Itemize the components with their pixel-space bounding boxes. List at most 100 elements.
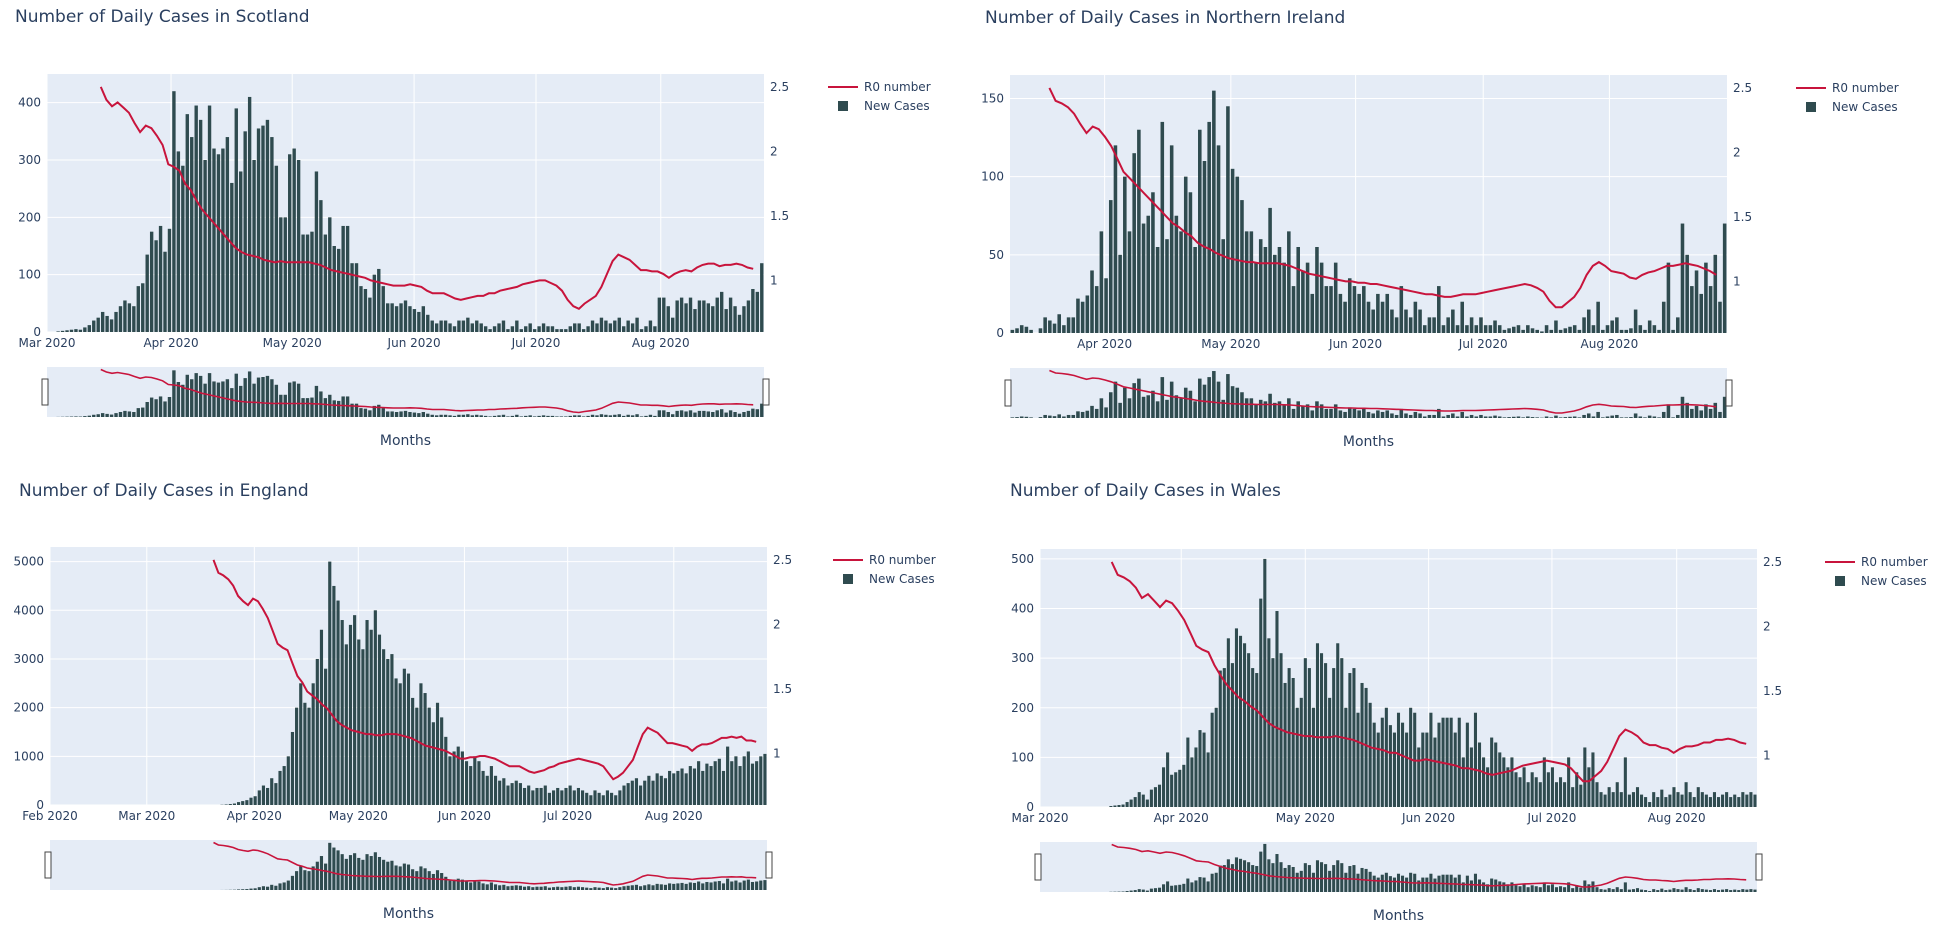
slider-bar	[1486, 884, 1490, 892]
slider-bar	[510, 885, 514, 890]
case-bar	[605, 790, 610, 805]
slider-bar	[132, 412, 136, 417]
case-bar	[1291, 286, 1296, 333]
slider-bar	[1427, 414, 1432, 418]
legend-cases-swatch[interactable]	[843, 574, 853, 584]
slider-handle-left[interactable]	[1004, 379, 1012, 407]
slider-bar	[1376, 410, 1380, 418]
case-bar	[688, 766, 692, 805]
chart-svg: Number of Daily Cases in Northern Irelan…	[981, 8, 1899, 450]
case-bar	[1249, 231, 1254, 333]
slider-handle-left[interactable]	[44, 851, 52, 879]
case-bar	[713, 761, 717, 805]
slider-bar	[252, 383, 256, 417]
slider-bar	[1221, 399, 1226, 418]
case-bar	[705, 763, 709, 805]
x-tick-label: May 2020	[1276, 811, 1335, 825]
slider-bar	[1753, 889, 1757, 892]
slider-bar	[1305, 404, 1310, 418]
slider-bar	[759, 880, 763, 890]
case-bar	[1575, 772, 1579, 807]
slider-bar	[1394, 414, 1399, 418]
case-bar	[149, 231, 154, 332]
slider-handle-left[interactable]	[1034, 853, 1042, 881]
slider-bar	[610, 887, 614, 890]
slider-bar	[74, 416, 78, 417]
slider-bar	[527, 886, 531, 890]
case-bar	[1340, 658, 1344, 807]
case-bar	[506, 329, 510, 332]
slider-r0-line	[1049, 369, 1717, 414]
slider-bar	[1291, 867, 1295, 892]
case-bar	[261, 785, 266, 805]
slider-bar	[1198, 378, 1202, 418]
case-bar	[145, 254, 149, 332]
slider-bar	[724, 412, 728, 417]
case-bar	[1540, 331, 1544, 333]
y2-tick-label: 2	[770, 144, 778, 158]
legend-cases-swatch[interactable]	[1835, 576, 1845, 586]
slider-bar	[1497, 416, 1502, 418]
case-bar	[675, 300, 679, 332]
slider-bar	[466, 414, 470, 417]
case-bar	[1066, 317, 1071, 333]
case-bar	[742, 306, 746, 332]
slider-bar	[1610, 415, 1614, 418]
slider-bar	[524, 415, 528, 417]
case-bar	[1666, 262, 1671, 333]
slider-bar	[1692, 890, 1696, 892]
case-bar	[344, 644, 348, 805]
slider-bar	[83, 416, 87, 417]
slider-bar	[301, 398, 305, 417]
case-bar	[1287, 231, 1291, 333]
slider-bar	[1530, 417, 1535, 418]
slider-bar	[726, 878, 730, 890]
case-bar	[460, 751, 464, 805]
slider-handle-right[interactable]	[762, 378, 770, 406]
legend-cases-swatch[interactable]	[1806, 102, 1816, 112]
slider-bar	[1165, 399, 1169, 418]
slider-bar	[1207, 377, 1211, 418]
slider-bar	[295, 871, 299, 890]
case-bar	[1611, 792, 1615, 807]
case-bar	[1296, 247, 1300, 333]
slider-bar	[1615, 414, 1619, 418]
x-tick-label: Mar 2020	[1012, 811, 1069, 825]
slider-bar	[1186, 878, 1190, 892]
slider-handle-right[interactable]	[765, 851, 773, 879]
case-bar	[295, 707, 299, 805]
case-bar	[1647, 320, 1652, 333]
case-bar	[527, 785, 531, 805]
case-bar	[1644, 797, 1648, 807]
slider-bar	[266, 886, 270, 890]
case-bar	[427, 707, 431, 805]
case-bar	[1619, 329, 1624, 333]
slider-bar	[249, 888, 253, 890]
slider-handle-right[interactable]	[1755, 853, 1763, 881]
case-bar	[1510, 757, 1514, 807]
case-bar	[109, 319, 114, 332]
slider-bar	[680, 882, 684, 890]
case-bar	[241, 801, 245, 805]
slider-bar	[399, 411, 403, 417]
case-bar	[493, 775, 498, 805]
slider-bar	[203, 383, 207, 417]
slider-bar	[470, 415, 474, 417]
case-bar	[361, 649, 365, 805]
slider-bar	[717, 881, 721, 890]
slider-handle-left[interactable]	[41, 378, 49, 406]
slider-handle-right[interactable]	[1725, 379, 1733, 407]
case-bar	[1356, 712, 1360, 807]
slider-bar	[1238, 858, 1243, 892]
case-bar	[332, 585, 336, 805]
case-bar	[310, 231, 314, 332]
slider-bar	[639, 886, 643, 890]
case-bar	[1583, 747, 1587, 807]
slider-bar	[1511, 416, 1516, 418]
case-bar	[497, 323, 501, 332]
slider-bar	[340, 854, 344, 890]
case-bar	[755, 761, 759, 805]
x-tick-label: Aug 2020	[632, 336, 690, 350]
legend-cases-swatch[interactable]	[838, 101, 848, 111]
case-bar	[1692, 797, 1696, 807]
